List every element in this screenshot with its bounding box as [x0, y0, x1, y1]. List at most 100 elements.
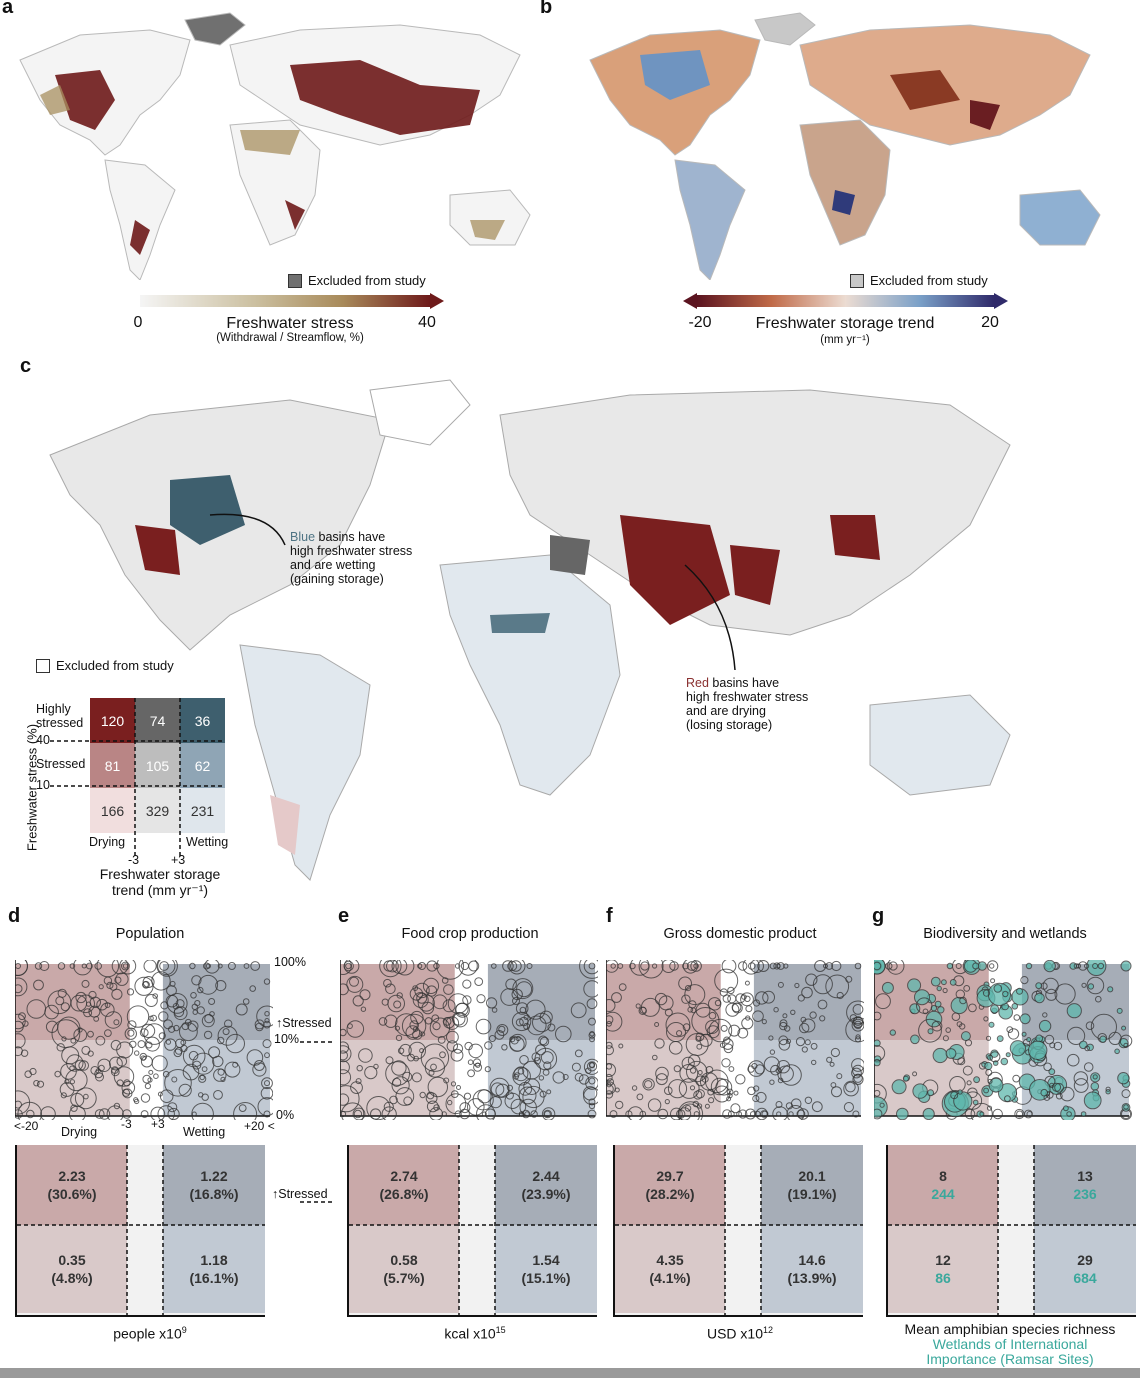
- scatter-point: [874, 1089, 881, 1097]
- scatter-point: [690, 960, 702, 972]
- quadrant-br: 1.54 (15.1%): [495, 1225, 597, 1313]
- scatter-point: [346, 975, 364, 993]
- scatter-point: [61, 1046, 80, 1065]
- scatter-point: [768, 1035, 774, 1041]
- scatter-point: [383, 978, 392, 988]
- scatter-point: [1117, 1072, 1130, 1085]
- scatter-point: [39, 961, 50, 971]
- scatter-point: [955, 963, 962, 969]
- scatter-point: [515, 1018, 524, 1027]
- scatter-point: [501, 1044, 508, 1051]
- scatter-point: [476, 994, 486, 1004]
- scatter-point: [352, 995, 364, 1007]
- scatter-point: [340, 960, 352, 975]
- scatter-point: [157, 1105, 175, 1120]
- map-a-stress-na: [55, 70, 115, 130]
- scatter-point: [721, 960, 737, 974]
- scatter-point: [412, 992, 429, 1008]
- scatter-point: [426, 1100, 439, 1113]
- scatter-point: [494, 1030, 505, 1040]
- scatter-point: [213, 1090, 223, 1100]
- scatter-point: [104, 1029, 112, 1037]
- scatter-point: [15, 1020, 24, 1033]
- quadrant-value: 1.18 (16.1%): [163, 1251, 265, 1287]
- scatter-point: [488, 1035, 496, 1042]
- scatter-point: [198, 1074, 207, 1083]
- scatter-point: [690, 1007, 697, 1014]
- quadrant-tr: 20.1 (19.1%): [761, 1145, 863, 1225]
- scatter-point: [139, 1052, 148, 1061]
- scatter-point: [238, 1104, 247, 1113]
- scatter-point: [198, 974, 219, 995]
- scatter-point: [562, 1074, 569, 1080]
- scatter-point: [1025, 962, 1033, 970]
- window-scrollbar[interactable]: [0, 1368, 1140, 1378]
- scatter-point: [889, 1029, 896, 1036]
- panel-g-scatter: [874, 960, 1133, 1120]
- scatter-point: [15, 977, 28, 997]
- scatter-point: [682, 960, 698, 974]
- scatter-point: [930, 976, 941, 987]
- scatter-point: [801, 1018, 816, 1033]
- quadrant-tl: 2.23 (30.6%): [17, 1145, 127, 1225]
- scatter-point: [763, 1056, 780, 1073]
- scatter-point: [203, 1030, 213, 1040]
- quadrant-bl: 0.35 (4.8%): [17, 1225, 127, 1313]
- scatter-point: [750, 1111, 756, 1117]
- scatter-point: [769, 1079, 775, 1085]
- scatter-point: [777, 981, 784, 988]
- scatter-point: [340, 1069, 352, 1086]
- scatter-point: [396, 992, 403, 999]
- scatter-point: [491, 1007, 498, 1013]
- scatter-axis: [606, 960, 861, 1117]
- scatter-point: [797, 1108, 809, 1120]
- scatter-point: [166, 985, 177, 997]
- scatter-point: [1073, 963, 1080, 969]
- quadrant-bl: 0.58 (5.7%): [349, 1225, 459, 1313]
- scatter-point: [776, 1060, 791, 1074]
- scatter-point: [192, 1060, 202, 1070]
- scatter-point: [60, 1002, 70, 1012]
- scatter-point: [26, 1109, 35, 1119]
- quadrant-value-2: (15.1%): [521, 1270, 571, 1286]
- scatter-point: [164, 1069, 192, 1097]
- scatter-point: [606, 1020, 612, 1027]
- scatter-point: [1079, 1040, 1088, 1050]
- scatter-point: [468, 1043, 483, 1059]
- scatter-point: [458, 960, 478, 976]
- scatter-point: [481, 1111, 487, 1117]
- scatter-point: [1020, 976, 1029, 985]
- scatter-point: [735, 1074, 746, 1085]
- scatter-point: [249, 985, 256, 992]
- scatter-point: [359, 989, 371, 1001]
- matrix-cell: 36: [180, 698, 225, 743]
- scatter-point: [673, 1065, 681, 1073]
- scatter-point: [728, 1066, 735, 1072]
- scatter-point: [523, 1014, 529, 1020]
- scatter-point: [78, 1060, 89, 1071]
- scatter-point: [427, 1076, 449, 1098]
- scatter-point: [710, 1077, 729, 1096]
- scatter-point: [1054, 983, 1076, 1005]
- scatter-point: [142, 981, 149, 988]
- scatter-point: [446, 1030, 459, 1044]
- scatter-point: [942, 987, 948, 994]
- quad-bg-stressed-wetting: [746, 964, 861, 1040]
- scatter-x-right: +20 <: [244, 1119, 275, 1133]
- scatter-point: [15, 1013, 26, 1030]
- scatter-point: [220, 1076, 226, 1083]
- scatter-point: [750, 960, 764, 973]
- scatter-point: [1085, 1021, 1095, 1030]
- scatter-point: [990, 1004, 1000, 1014]
- scatter-point: [819, 1015, 826, 1022]
- scatter-point: [191, 975, 202, 986]
- scatter-point: [1086, 976, 1105, 995]
- scatter-x-p3: +3: [151, 1117, 165, 1131]
- scatter-stressed: ↑Stressed: [276, 1016, 332, 1030]
- scatter-point: [705, 1066, 714, 1074]
- scatter-point: [829, 1061, 835, 1067]
- map-c-pink-basin-sa: [270, 795, 300, 855]
- scatter-point: [184, 1018, 192, 1026]
- scatter-point: [1016, 1110, 1024, 1118]
- quadrant-value-1: 2.23: [58, 1168, 86, 1184]
